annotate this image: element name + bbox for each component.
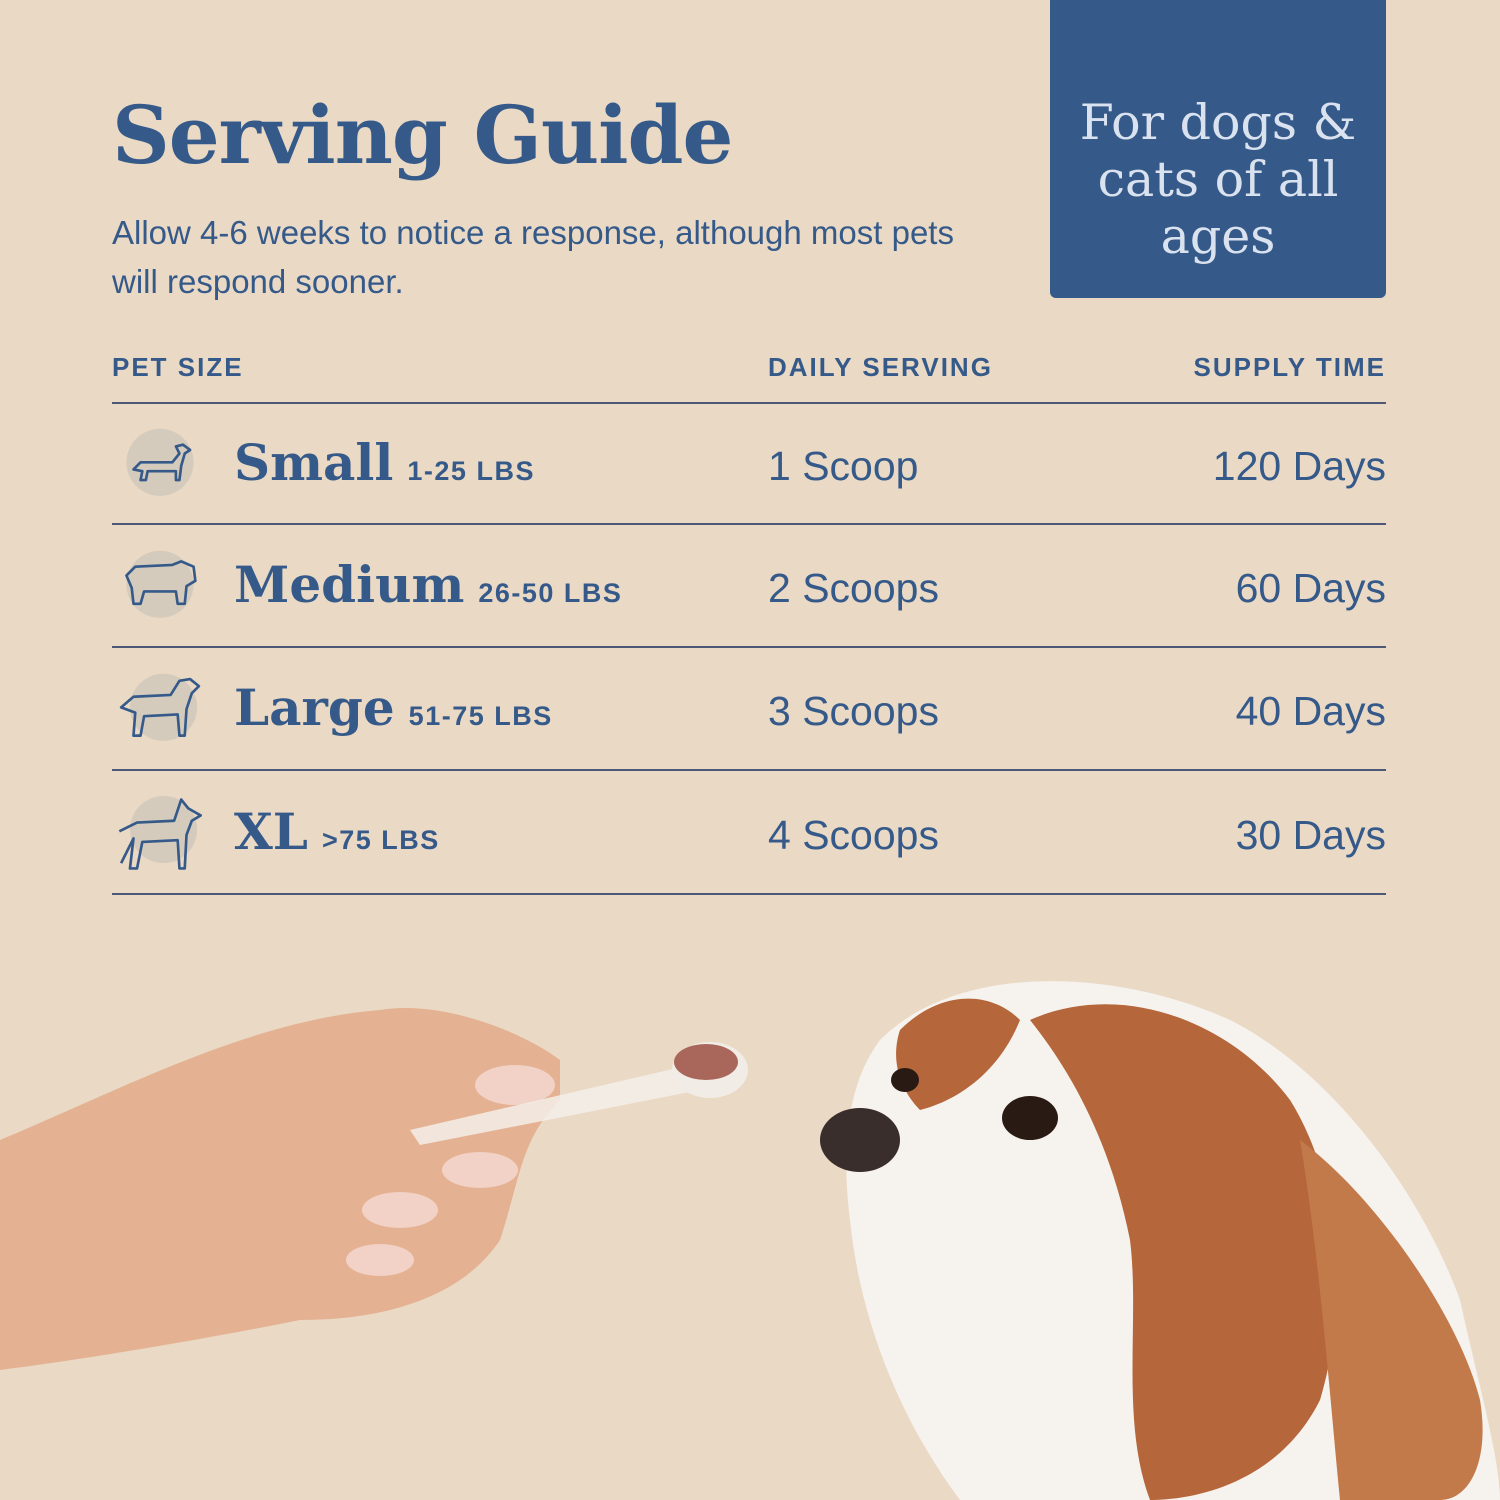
size-name: Large	[234, 678, 395, 737]
dachshund-icon	[126, 428, 194, 496]
supply-time: 40 Days	[1235, 688, 1386, 734]
weight-range: 26-50 LBS	[478, 578, 623, 608]
supply-time: 60 Days	[1235, 565, 1386, 611]
daily-serving: 4 Scoops	[768, 812, 939, 858]
bulldog-icon	[125, 550, 197, 618]
pet-size-label: Large 51-75 LBS	[234, 678, 553, 737]
table-row: Medium 26-50 LBS 2 Scoops 60 Days	[112, 527, 1386, 647]
header-supply-time: SUPPLY TIME	[1193, 352, 1386, 382]
weight-range: >75 LBS	[321, 825, 440, 855]
daily-serving: 3 Scoops	[768, 688, 939, 734]
divider	[112, 646, 1386, 648]
header-daily-serving: DAILY SERVING	[768, 352, 993, 382]
weight-range: 1-25 LBS	[407, 456, 535, 486]
table-row: XL >75 LBS 4 Scoops 30 Days	[112, 774, 1386, 894]
supply-time: 120 Days	[1212, 443, 1386, 489]
doberman-icon	[118, 796, 202, 870]
subtitle: Allow 4-6 weeks to notice a response, al…	[112, 214, 954, 300]
pet-size-label: Medium 26-50 LBS	[234, 555, 622, 614]
badge-text: For dogs & cats of all ages	[1079, 93, 1357, 265]
header-pet-size: PET SIZE	[112, 352, 244, 382]
pet-size-label: XL >75 LBS	[234, 802, 440, 861]
pet-size-label: Small 1-25 LBS	[234, 433, 535, 492]
divider	[112, 769, 1386, 771]
table-row: Large 51-75 LBS 3 Scoops 40 Days	[112, 650, 1386, 770]
weight-range: 51-75 LBS	[408, 701, 553, 731]
page-title: Serving Guide	[112, 88, 733, 182]
supply-time: 30 Days	[1235, 812, 1386, 858]
size-name: XL	[234, 802, 308, 861]
size-name: Medium	[234, 555, 465, 614]
divider	[112, 402, 1386, 404]
daily-serving: 2 Scoops	[768, 565, 939, 611]
divider	[112, 893, 1386, 895]
divider	[112, 523, 1386, 525]
table-row: Small 1-25 LBS 1 Scoop 120 Days	[112, 405, 1386, 525]
photo-hand-feeding-dog	[0, 981, 1500, 1500]
daily-serving: 1 Scoop	[768, 443, 919, 489]
size-name: Small	[234, 433, 394, 492]
retriever-icon	[119, 673, 201, 741]
audience-badge: For dogs & cats of all ages	[1050, 0, 1386, 298]
